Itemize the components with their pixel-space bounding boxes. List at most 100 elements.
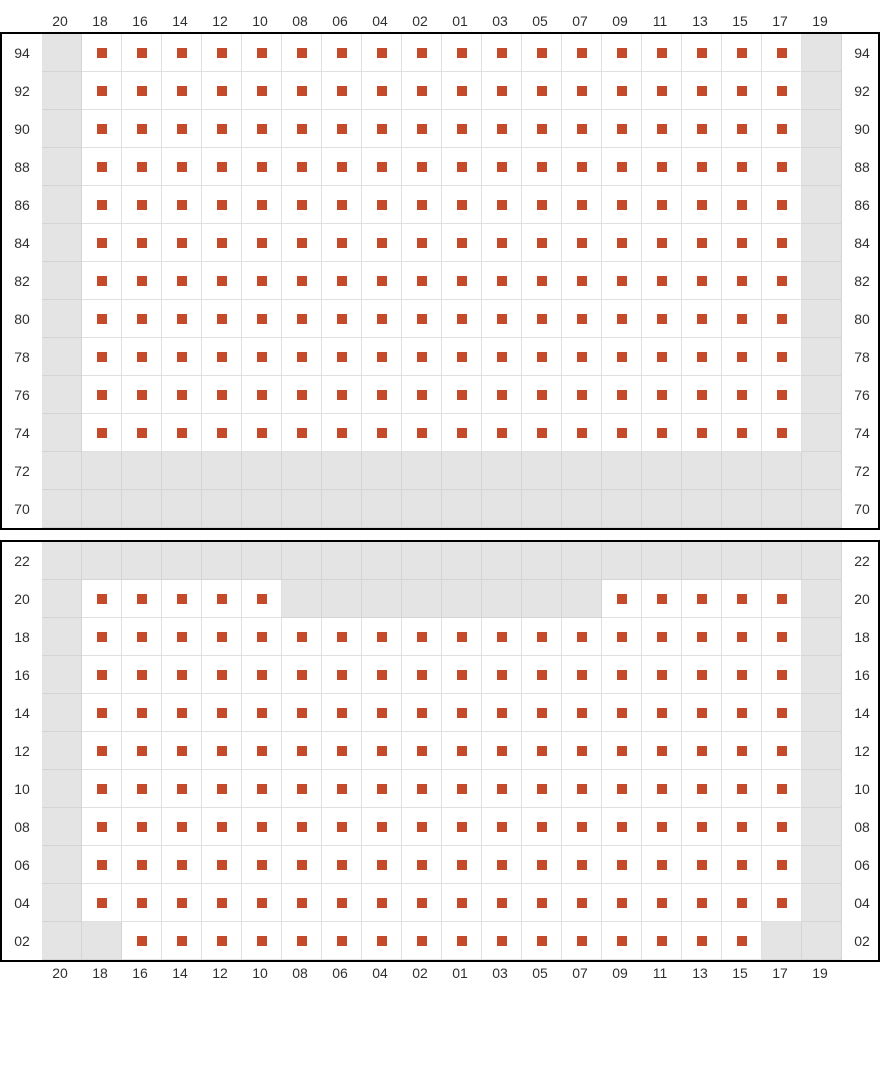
seat-cell[interactable] — [82, 34, 122, 72]
seat-cell[interactable] — [242, 580, 282, 618]
seat-cell[interactable] — [682, 376, 722, 414]
seat-cell[interactable] — [522, 376, 562, 414]
seat-cell[interactable] — [762, 148, 802, 186]
seat-cell[interactable] — [242, 186, 282, 224]
seat-cell[interactable] — [642, 376, 682, 414]
seat-cell[interactable] — [322, 618, 362, 656]
seat-cell[interactable] — [242, 376, 282, 414]
seat-cell[interactable] — [322, 186, 362, 224]
seat-cell[interactable] — [602, 262, 642, 300]
seat-cell[interactable] — [82, 110, 122, 148]
seat-cell[interactable] — [82, 224, 122, 262]
seat-cell[interactable] — [402, 618, 442, 656]
seat-cell[interactable] — [682, 300, 722, 338]
seat-cell[interactable] — [442, 922, 482, 960]
seat-cell[interactable] — [282, 618, 322, 656]
seat-cell[interactable] — [202, 770, 242, 808]
seat-cell[interactable] — [722, 884, 762, 922]
seat-cell[interactable] — [762, 300, 802, 338]
seat-cell[interactable] — [82, 300, 122, 338]
seat-cell[interactable] — [642, 770, 682, 808]
seat-cell[interactable] — [242, 694, 282, 732]
seat-cell[interactable] — [482, 846, 522, 884]
seat-cell[interactable] — [642, 922, 682, 960]
seat-cell[interactable] — [402, 110, 442, 148]
seat-cell[interactable] — [602, 110, 642, 148]
seat-cell[interactable] — [162, 224, 202, 262]
seat-cell[interactable] — [562, 34, 602, 72]
seat-cell[interactable] — [762, 72, 802, 110]
seat-cell[interactable] — [442, 732, 482, 770]
seat-cell[interactable] — [202, 110, 242, 148]
seat-cell[interactable] — [602, 414, 642, 452]
seat-cell[interactable] — [202, 884, 242, 922]
seat-cell[interactable] — [322, 338, 362, 376]
seat-cell[interactable] — [242, 732, 282, 770]
seat-cell[interactable] — [722, 110, 762, 148]
seat-cell[interactable] — [162, 34, 202, 72]
seat-cell[interactable] — [202, 72, 242, 110]
seat-cell[interactable] — [322, 846, 362, 884]
seat-cell[interactable] — [402, 300, 442, 338]
seat-cell[interactable] — [482, 656, 522, 694]
seat-cell[interactable] — [642, 414, 682, 452]
seat-cell[interactable] — [682, 72, 722, 110]
seat-cell[interactable] — [762, 580, 802, 618]
seat-cell[interactable] — [282, 224, 322, 262]
seat-cell[interactable] — [362, 414, 402, 452]
seat-cell[interactable] — [482, 300, 522, 338]
seat-cell[interactable] — [362, 72, 402, 110]
seat-cell[interactable] — [82, 694, 122, 732]
seat-cell[interactable] — [682, 884, 722, 922]
seat-cell[interactable] — [122, 262, 162, 300]
seat-cell[interactable] — [442, 656, 482, 694]
seat-cell[interactable] — [322, 808, 362, 846]
seat-cell[interactable] — [682, 262, 722, 300]
seat-cell[interactable] — [522, 186, 562, 224]
seat-cell[interactable] — [482, 922, 522, 960]
seat-cell[interactable] — [362, 338, 402, 376]
seat-cell[interactable] — [82, 148, 122, 186]
seat-cell[interactable] — [402, 376, 442, 414]
seat-cell[interactable] — [442, 770, 482, 808]
seat-cell[interactable] — [362, 846, 402, 884]
seat-cell[interactable] — [442, 148, 482, 186]
seat-cell[interactable] — [722, 224, 762, 262]
seat-cell[interactable] — [562, 72, 602, 110]
seat-cell[interactable] — [122, 732, 162, 770]
seat-cell[interactable] — [682, 34, 722, 72]
seat-cell[interactable] — [602, 224, 642, 262]
seat-cell[interactable] — [162, 580, 202, 618]
seat-cell[interactable] — [442, 338, 482, 376]
seat-cell[interactable] — [642, 618, 682, 656]
seat-cell[interactable] — [642, 72, 682, 110]
seat-cell[interactable] — [402, 808, 442, 846]
seat-cell[interactable] — [522, 338, 562, 376]
seat-cell[interactable] — [402, 846, 442, 884]
seat-cell[interactable] — [202, 300, 242, 338]
seat-cell[interactable] — [282, 376, 322, 414]
seat-cell[interactable] — [682, 618, 722, 656]
seat-cell[interactable] — [362, 884, 402, 922]
seat-cell[interactable] — [562, 414, 602, 452]
seat-cell[interactable] — [482, 148, 522, 186]
seat-cell[interactable] — [562, 846, 602, 884]
seat-cell[interactable] — [202, 224, 242, 262]
seat-cell[interactable] — [322, 922, 362, 960]
seat-cell[interactable] — [122, 846, 162, 884]
seat-cell[interactable] — [522, 770, 562, 808]
seat-cell[interactable] — [242, 922, 282, 960]
seat-cell[interactable] — [442, 186, 482, 224]
seat-cell[interactable] — [482, 770, 522, 808]
seat-cell[interactable] — [642, 300, 682, 338]
seat-cell[interactable] — [602, 732, 642, 770]
seat-cell[interactable] — [442, 808, 482, 846]
seat-cell[interactable] — [242, 846, 282, 884]
seat-cell[interactable] — [442, 618, 482, 656]
seat-cell[interactable] — [162, 618, 202, 656]
seat-cell[interactable] — [82, 186, 122, 224]
seat-cell[interactable] — [482, 72, 522, 110]
seat-cell[interactable] — [682, 414, 722, 452]
seat-cell[interactable] — [562, 808, 602, 846]
seat-cell[interactable] — [642, 694, 682, 732]
